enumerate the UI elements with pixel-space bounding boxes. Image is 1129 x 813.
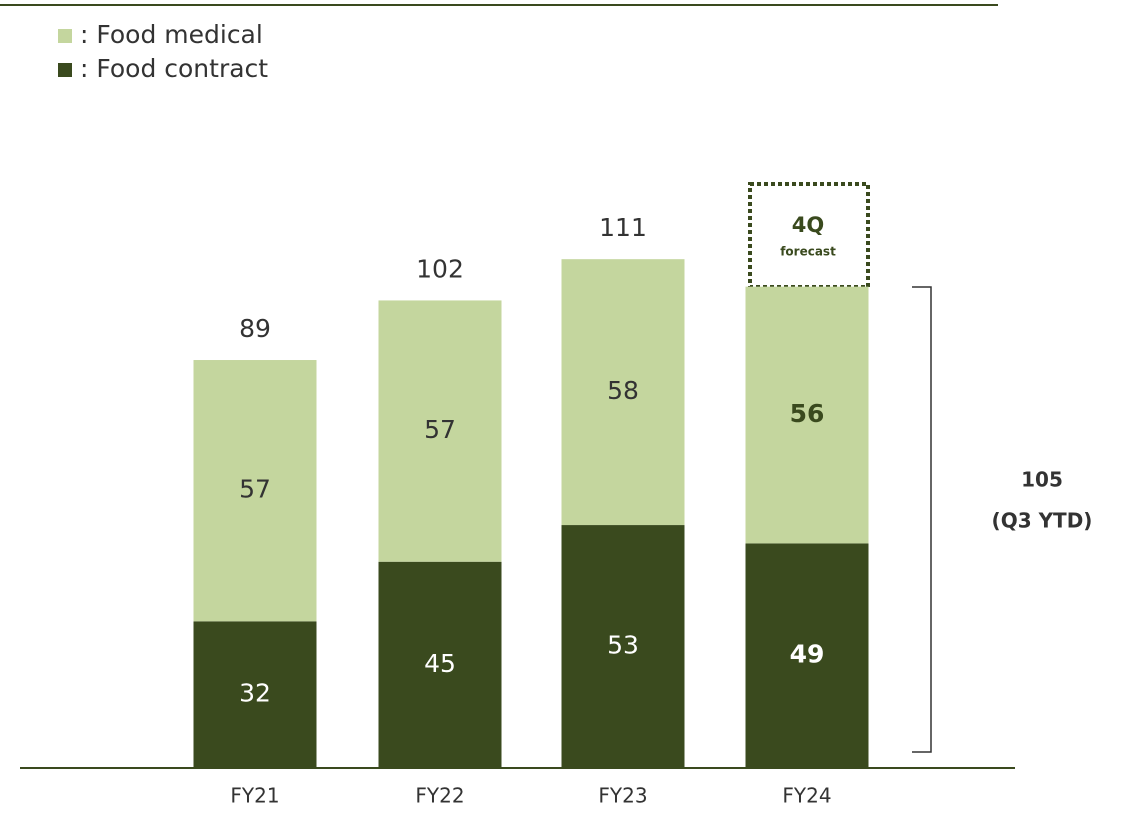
- segment-label: 58: [607, 376, 639, 405]
- ytd-note: (Q3 YTD): [992, 509, 1093, 533]
- legend-label: : Food contract: [80, 54, 268, 83]
- forecast-note: forecast: [780, 245, 836, 259]
- total-label: 102: [416, 254, 464, 283]
- bar-segment: [745, 286, 869, 544]
- segment-label: 53: [607, 631, 639, 660]
- total-label: 89: [239, 314, 271, 343]
- ytd-bracket: [912, 286, 932, 753]
- legend-swatch: [58, 63, 72, 77]
- x-tick-label: FY22: [415, 784, 464, 808]
- legend-label: : Food medical: [80, 20, 263, 49]
- bar-segment: [561, 525, 685, 768]
- bar-segment: [193, 360, 317, 622]
- x-tick-label: FY24: [782, 784, 831, 808]
- ytd-value: 105: [1021, 468, 1063, 492]
- forecast-title: 4Q: [792, 213, 824, 237]
- bar-segment: [561, 259, 685, 526]
- x-tick-label: FY23: [598, 784, 647, 808]
- segment-label: 57: [239, 475, 271, 504]
- bar-segment: [378, 300, 502, 562]
- legend-swatch: [58, 29, 72, 43]
- bar-segment: [193, 621, 317, 768]
- segment-label: 45: [424, 649, 456, 678]
- segment-label: 57: [424, 415, 456, 444]
- segment-label: 49: [790, 640, 825, 669]
- total-label: 111: [599, 213, 647, 242]
- bar-segment: [745, 543, 869, 768]
- x-tick-label: FY21: [230, 784, 279, 808]
- segment-label: 56: [790, 399, 825, 428]
- bar-segment: [378, 561, 502, 768]
- segment-label: 32: [239, 679, 271, 708]
